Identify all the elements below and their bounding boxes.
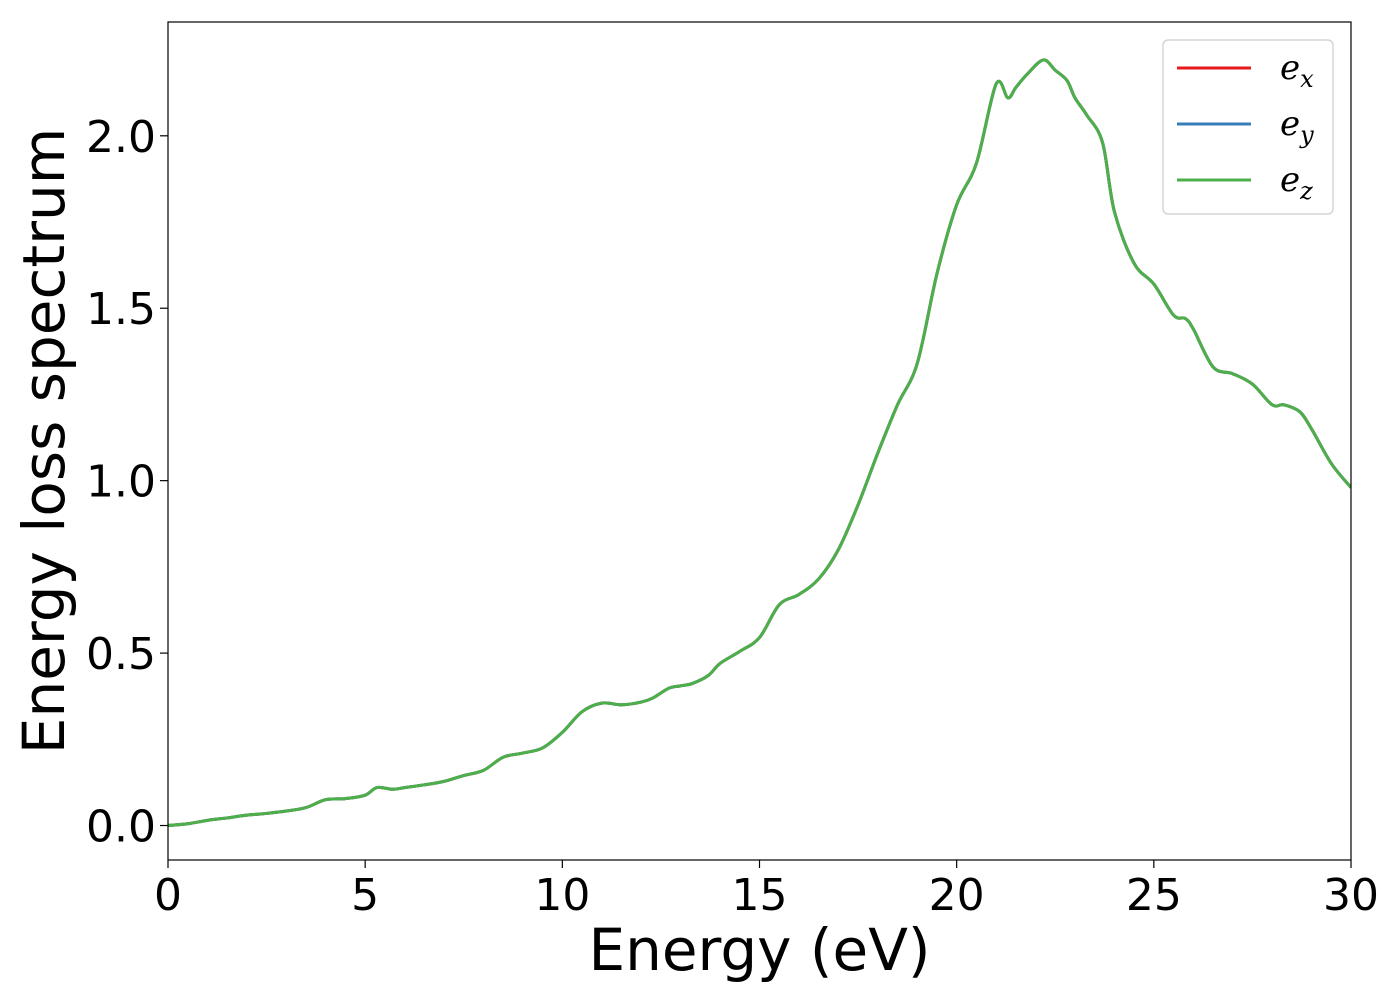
y-tick-label: 2.0: [86, 112, 156, 163]
series-lines: [168, 58, 1351, 828]
axis-ticks: 0 5 10 15 20 25 30 0.0 0.5 1.0 1.5 2.0: [86, 112, 1379, 921]
y-tick-label: 1.5: [86, 284, 156, 335]
legend-box: [1162, 39, 1334, 215]
x-tick-label: 25: [1126, 870, 1182, 921]
legend-label-base: e: [1280, 104, 1300, 144]
x-tick-label: 5: [351, 870, 379, 921]
legend-label-e-z: ez: [1280, 160, 1313, 205]
y-tick-label: 1.0: [86, 457, 156, 508]
y-tick-label: 0.5: [86, 629, 156, 680]
legend-label-e-x: ex: [1280, 48, 1314, 93]
x-tick-label: 30: [1323, 870, 1379, 921]
legend-label-base: e: [1280, 48, 1300, 88]
series-line-e-z: [168, 58, 1351, 828]
y-axis-label: Energy loss spectrum: [10, 128, 78, 754]
legend-label-e-y: ey: [1280, 104, 1314, 149]
legend-label-subscript: z: [1299, 177, 1313, 205]
legend-label-subscript: x: [1300, 65, 1314, 93]
x-tick-label: 15: [732, 870, 788, 921]
x-tick-label: 0: [154, 870, 182, 921]
legend-label-subscript: y: [1299, 121, 1314, 149]
plot-frame: [167, 21, 1352, 861]
x-tick-label: 20: [929, 870, 985, 921]
y-tick-label: 0.0: [86, 802, 156, 853]
x-axis-label: Energy (eV): [588, 916, 930, 984]
x-tick-label: 10: [534, 870, 590, 921]
legend-label-base: e: [1280, 160, 1300, 200]
